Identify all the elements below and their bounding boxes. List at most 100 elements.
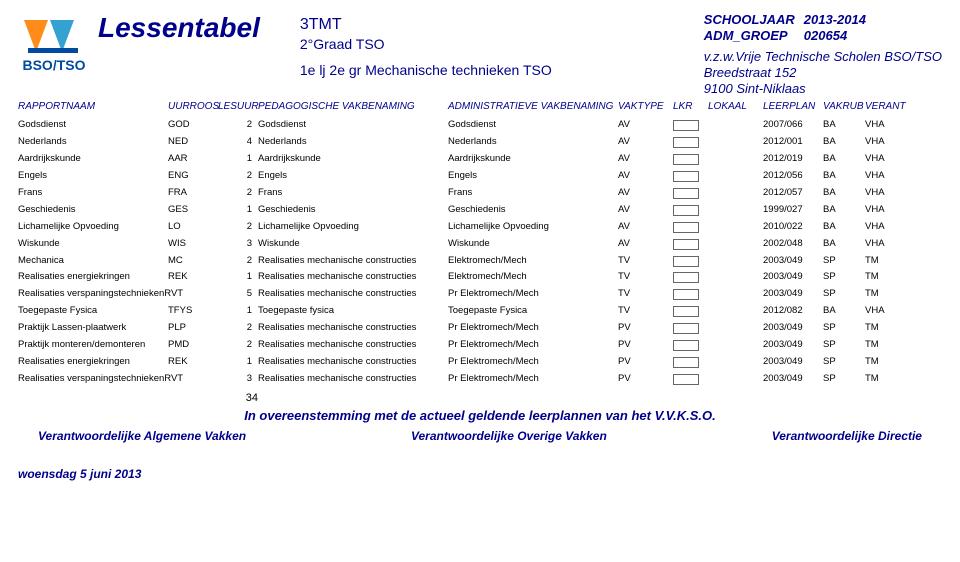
footer-roles: Verantwoordelijke Algemene Vakken Verant… [38, 429, 922, 443]
cell-vaktype: AV [618, 154, 673, 168]
header-right: SCHOOLJAAR 2013-2014 ADM_GROEP 020654 v.… [704, 12, 942, 97]
cell-vakrub: BA [823, 306, 865, 320]
col-lkr: LKR [673, 101, 708, 112]
cell-vaktype: AV [618, 239, 673, 253]
cell-lokaal [708, 205, 763, 219]
col-administratieve: ADMINISTRATIEVE VAKBENAMING [448, 101, 618, 112]
cell-administratieve: Toegepaste Fysica [448, 306, 618, 320]
cell-leerplan: 2003/049 [763, 357, 823, 371]
cell-administratieve: Engels [448, 171, 618, 185]
cell-rapportnaam: Frans [18, 188, 168, 202]
cell-lkr [673, 137, 708, 151]
cell-administratieve: Godsdienst [448, 120, 618, 134]
page-root: BSO/TSO Lessentabel 3TMT 2°Graad TSO 1e … [0, 0, 960, 491]
cell-administratieve: Nederlands [448, 137, 618, 151]
cell-lokaal [708, 120, 763, 134]
cell-leerplan: 2003/049 [763, 256, 823, 270]
svg-text:BSO/TSO: BSO/TSO [22, 57, 85, 73]
cell-verant: TM [865, 323, 907, 337]
cell-administratieve: Pr Elektromech/Mech [448, 323, 618, 337]
cell-rapportnaam: Realisaties verspaningstechniekenRVT [18, 374, 168, 388]
cell-uurroos: TFYS [168, 306, 218, 320]
cell-administratieve: Geschiedenis [448, 205, 618, 219]
cell-pedagogische: Wiskunde [258, 239, 448, 253]
cell-lokaal [708, 306, 763, 320]
cell-uurroos [168, 374, 218, 388]
cell-rapportnaam: Godsdienst [18, 120, 168, 134]
school-logo: BSO/TSO [18, 10, 90, 88]
cell-lesuur: 2 [218, 188, 258, 202]
school-city: 9100 Sint-Niklaas [704, 81, 942, 97]
cell-verant: TM [865, 289, 907, 303]
cell-leerplan: 1999/027 [763, 205, 823, 219]
cell-leerplan: 2012/001 [763, 137, 823, 151]
cell-rapportnaam: Aardrijkskunde [18, 154, 168, 168]
cell-vakrub: SP [823, 256, 865, 270]
cell-lkr [673, 154, 708, 168]
cell-lesuur: 3 [218, 374, 258, 388]
cell-administratieve: Pr Elektromech/Mech [448, 289, 618, 303]
cell-pedagogische: Lichamelijke Opvoeding [258, 222, 448, 236]
title-main: Lessentabel [98, 12, 260, 44]
cell-lesuur: 1 [218, 357, 258, 371]
cell-uurroos: NED [168, 137, 218, 151]
cell-leerplan: 2012/056 [763, 171, 823, 185]
cell-administratieve: Lichamelijke Opvoeding [448, 222, 618, 236]
cell-uurroos: WIS [168, 239, 218, 253]
cell-vaktype: AV [618, 120, 673, 134]
cell-vaktype: PV [618, 357, 673, 371]
cell-lesuur: 4 [218, 137, 258, 151]
program: 1e lj 2e gr Mechanische technieken TSO [300, 62, 552, 78]
cell-rapportnaam: Realisaties energiekringen [18, 272, 168, 286]
cell-lesuur: 2 [218, 222, 258, 236]
table-row: EngelsENG2EngelsEngelsAV2012/056BAVHA [18, 169, 942, 186]
footer-dir: Verantwoordelijke Directie [772, 429, 922, 443]
cell-verant: VHA [865, 188, 907, 202]
cell-vakrub: BA [823, 239, 865, 253]
school-name: v.z.w.Vrije Technische Scholen BSO/TSO [704, 49, 942, 65]
cell-lkr [673, 239, 708, 253]
col-vaktype: VAKTYPE [618, 101, 673, 112]
total-hours: 34 [218, 392, 264, 404]
cell-lesuur: 2 [218, 171, 258, 185]
cell-uurroos: PMD [168, 340, 218, 354]
cell-pedagogische: Engels [258, 171, 448, 185]
cell-lkr [673, 357, 708, 371]
cell-vakrub: SP [823, 323, 865, 337]
grade: 2°Graad TSO [300, 36, 552, 52]
cell-lkr [673, 222, 708, 236]
cell-administratieve: Pr Elektromech/Mech [448, 340, 618, 354]
cell-vakrub: BA [823, 222, 865, 236]
cell-leerplan: 2003/049 [763, 289, 823, 303]
school-street: Breedstraat 152 [704, 65, 942, 81]
cell-vaktype: PV [618, 374, 673, 388]
cell-administratieve: Pr Elektromech/Mech [448, 374, 618, 388]
table-body: GodsdienstGOD2GodsdienstGodsdienstAV2007… [18, 118, 942, 390]
cell-verant: TM [865, 256, 907, 270]
cell-rapportnaam: Lichamelijke Opvoeding [18, 222, 168, 236]
cell-vaktype: TV [618, 306, 673, 320]
cell-lokaal [708, 188, 763, 202]
cell-rapportnaam: Realisaties energiekringen [18, 357, 168, 371]
cell-uurroos: REK [168, 272, 218, 286]
cell-uurroos: MC [168, 256, 218, 270]
cell-lesuur: 5 [218, 289, 258, 303]
table-row: Toegepaste FysicaTFYS1Toegepaste fysicaT… [18, 305, 942, 322]
cell-administratieve: Wiskunde [448, 239, 618, 253]
cell-uurroos [168, 289, 218, 303]
cell-lesuur: 1 [218, 154, 258, 168]
cell-lkr [673, 256, 708, 270]
cell-leerplan: 2010/022 [763, 222, 823, 236]
cell-vaktype: TV [618, 256, 673, 270]
cell-administratieve: Aardrijkskunde [448, 154, 618, 168]
cell-lkr [673, 323, 708, 337]
cell-lkr [673, 306, 708, 320]
cell-administratieve: Frans [448, 188, 618, 202]
col-rapportnaam: RAPPORTNAAM [18, 101, 168, 112]
cell-lesuur: 1 [218, 205, 258, 219]
date-stamp: woensdag 5 juni 2013 [18, 467, 942, 481]
table-row: GeschiedenisGES1GeschiedenisGeschiedenis… [18, 203, 942, 220]
cell-uurroos: GES [168, 205, 218, 219]
column-headers: RAPPORTNAAM UURROOS LESUUR PEDAGOGISCHE … [18, 99, 942, 114]
col-lokaal: LOKAAL [708, 101, 763, 112]
